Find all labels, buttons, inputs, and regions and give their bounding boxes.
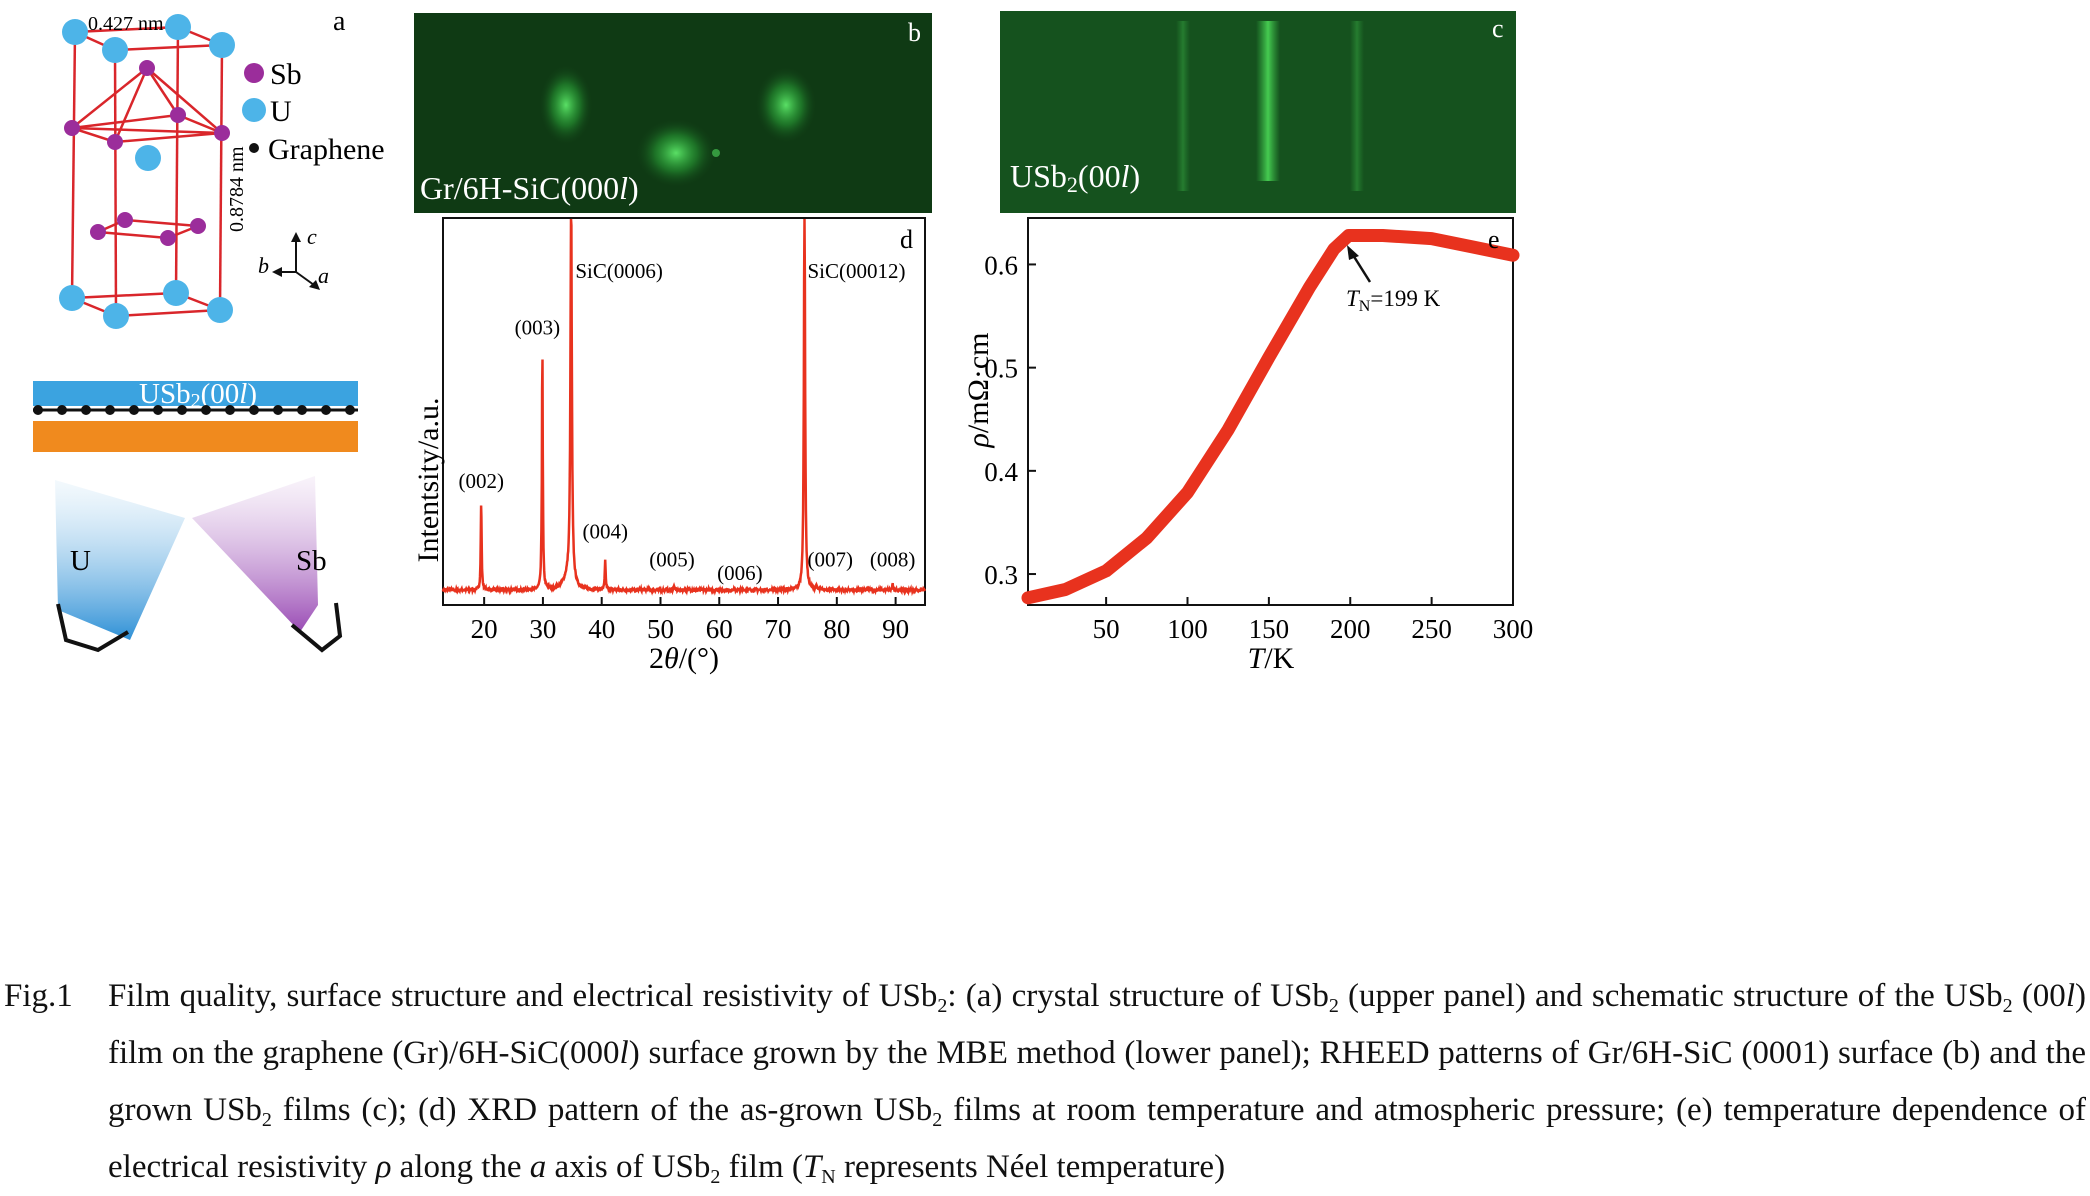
xrd-y-axis-label: Intentsity/a.u. bbox=[412, 398, 445, 563]
resistivity-x-tick-label: 100 bbox=[1167, 614, 1208, 644]
xrd-x-tick-label: 50 bbox=[647, 614, 674, 644]
legend-graphene-swatch bbox=[249, 143, 259, 153]
resistivity-y-tick-label: 0.4 bbox=[984, 457, 1018, 487]
sb-source-label: Sb bbox=[296, 545, 327, 577]
dim-a-label: 0.427 nm bbox=[88, 13, 164, 35]
resistivity-x-tick-label: 150 bbox=[1249, 614, 1290, 644]
sb-crucible bbox=[290, 602, 343, 653]
axes-triad bbox=[272, 232, 320, 290]
xrd-peak-label: (005) bbox=[649, 547, 695, 571]
rheed-spot bbox=[538, 63, 594, 147]
figure-caption: Fig.1 Film quality, surface structure an… bbox=[0, 968, 2090, 1196]
rheed-streak bbox=[1350, 21, 1364, 191]
dim-c-label: 0.8784 nm bbox=[226, 146, 248, 232]
caption-text: Film quality, surface structure and elec… bbox=[108, 978, 2086, 1188]
legend-sb-label: Sb bbox=[270, 58, 302, 91]
panel-c-letter: c bbox=[1492, 14, 1504, 43]
neel-annotation-label: TN=199 K bbox=[1346, 286, 1441, 315]
resistivity-chart: 50 100 150 200 250 300 0.3 0.4 0.5 0.6 e TN=199 K… bbox=[962, 217, 1534, 675]
resistivity-x-tick-label: 50 bbox=[1093, 614, 1120, 644]
resistivity-y-axis-label: ρ/mΩ·cm bbox=[962, 332, 995, 448]
axis-b-label: b bbox=[258, 253, 269, 278]
legend-graphene-label: Graphene bbox=[268, 133, 385, 166]
xrd-peak-label: (004) bbox=[582, 520, 628, 544]
xrd-x-tick-label: 60 bbox=[706, 614, 733, 644]
panel-d-letter: d bbox=[900, 225, 913, 254]
usb2-film-layer bbox=[33, 381, 358, 406]
xrd-chart: 20 30 40 50 60 70 80 90 d (002) (003) SiC(0006) (0… bbox=[412, 217, 927, 675]
xrd-x-tick-label: 20 bbox=[471, 614, 498, 644]
neel-temperature-annotation: TN=199 K bbox=[1346, 245, 1441, 315]
u-crucible bbox=[56, 603, 130, 653]
panel-b-label: Gr/6H-SiC(000l) bbox=[420, 170, 639, 206]
resistivity-plot-frame bbox=[1027, 217, 1514, 606]
atom-legend: Sb U Graphene bbox=[242, 58, 385, 166]
resistivity-y-tick-label: 0.3 bbox=[984, 560, 1018, 590]
sb-source-beam bbox=[192, 476, 318, 632]
legend-u-label: U bbox=[270, 95, 292, 128]
resistivity-x-tick-label: 200 bbox=[1330, 614, 1371, 644]
xrd-peak-label: (007) bbox=[808, 547, 854, 571]
crystal-structure bbox=[59, 14, 235, 329]
panel-e-letter: e bbox=[1488, 225, 1500, 254]
graphene-layer bbox=[33, 405, 358, 415]
panel-b-rheed: b Gr/6H-SiC(000l) bbox=[414, 13, 932, 213]
panel-c-label: USb2(00l) bbox=[1010, 158, 1140, 197]
sic-substrate-layer bbox=[33, 421, 358, 452]
resistivity-y-tick-label: 0.5 bbox=[984, 354, 1018, 384]
xrd-peak-label: SiC(0006) bbox=[575, 259, 663, 283]
panel-b-letter: b bbox=[908, 18, 921, 47]
rheed-spot bbox=[712, 149, 720, 157]
xrd-x-tick-label: 90 bbox=[882, 614, 909, 644]
rheed-streak bbox=[1256, 21, 1280, 181]
rheed-spot bbox=[634, 117, 718, 189]
neel-arrow bbox=[1351, 254, 1372, 283]
xrd-peak-label: (003) bbox=[515, 315, 561, 339]
neel-arrowhead bbox=[1347, 245, 1359, 260]
panel-a-letter: a bbox=[333, 6, 346, 37]
xrd-peak-label: SiC(00012) bbox=[807, 259, 905, 283]
xrd-peak-label: (002) bbox=[458, 469, 504, 493]
xrd-x-tick-label: 80 bbox=[823, 614, 850, 644]
xrd-pattern-line bbox=[441, 218, 927, 597]
rheed-spot bbox=[754, 65, 818, 145]
axis-a-label: a bbox=[318, 263, 329, 288]
xrd-x-tick-label: 30 bbox=[529, 614, 556, 644]
film-label: USb2(00l) bbox=[139, 378, 257, 412]
resistivity-x-tick-label: 250 bbox=[1411, 614, 1452, 644]
u-source-beam bbox=[55, 480, 185, 640]
xrd-x-tick-label: 70 bbox=[765, 614, 792, 644]
resistivity-x-tick-label: 300 bbox=[1493, 614, 1534, 644]
legend-u-swatch bbox=[242, 98, 266, 122]
resistivity-x-axis-label: T/K bbox=[1248, 642, 1295, 675]
xrd-peak-label: (006) bbox=[717, 561, 763, 585]
xrd-peak-label: (008) bbox=[870, 548, 916, 572]
panel-c-rheed: c USb2(00l) bbox=[1000, 11, 1516, 213]
xrd-plot-frame bbox=[442, 217, 926, 606]
u-source-label: U bbox=[70, 545, 91, 577]
caption-label: Fig.1 bbox=[4, 978, 73, 1014]
axis-c-label: c bbox=[307, 224, 317, 249]
rheed-streak bbox=[1176, 21, 1190, 191]
xrd-x-axis-label: 2θ/(°) bbox=[649, 642, 719, 675]
xrd-x-tick-label: 40 bbox=[588, 614, 615, 644]
resistivity-curve bbox=[1021, 229, 1520, 605]
panel-a: 0.427 nm 0.8784 nm a Sb U Graphene c b a… bbox=[33, 6, 385, 653]
legend-sb-swatch bbox=[244, 63, 264, 83]
resistivity-y-tick-label: 0.6 bbox=[984, 250, 1018, 280]
